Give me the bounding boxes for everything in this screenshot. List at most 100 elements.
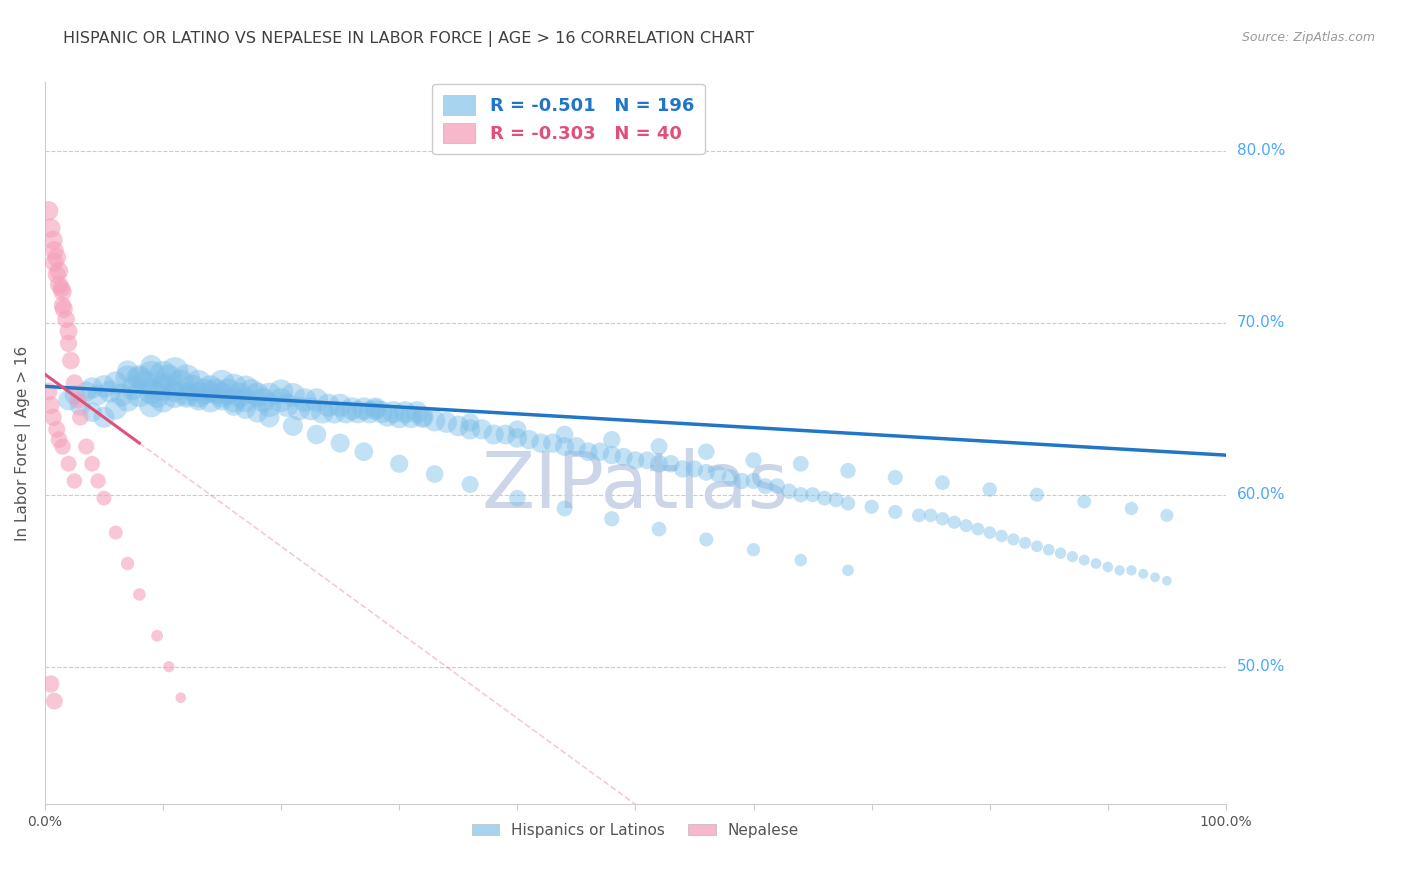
Point — [45, 422, 67, 436]
Point — [170, 690, 193, 705]
Point — [44, 694, 66, 708]
Point — [648, 457, 671, 471]
Point — [75, 384, 97, 399]
Point — [813, 491, 835, 505]
Point — [1073, 553, 1095, 567]
Point — [1144, 570, 1167, 584]
Point — [48, 264, 70, 278]
Point — [967, 522, 990, 536]
Point — [45, 251, 67, 265]
Point — [920, 508, 942, 523]
Point — [458, 477, 481, 491]
Point — [252, 393, 274, 408]
Point — [908, 508, 931, 523]
Point — [141, 398, 163, 412]
Point — [458, 416, 481, 430]
Point — [955, 518, 977, 533]
Point — [1121, 501, 1143, 516]
Point — [1026, 488, 1049, 502]
Point — [176, 388, 198, 402]
Point — [176, 388, 198, 402]
Point — [246, 388, 269, 402]
Point — [311, 405, 333, 419]
Point — [636, 453, 658, 467]
Point — [305, 393, 328, 408]
Point — [353, 444, 375, 458]
Point — [152, 393, 174, 408]
Point — [235, 401, 257, 416]
Point — [193, 384, 215, 399]
Point — [200, 381, 222, 395]
Point — [347, 405, 370, 419]
Point — [270, 393, 292, 408]
Point — [187, 393, 209, 408]
Point — [323, 405, 346, 419]
Point — [211, 388, 233, 402]
Point — [576, 444, 599, 458]
Point — [1038, 542, 1060, 557]
Point — [39, 221, 62, 235]
Point — [93, 410, 115, 425]
Point — [364, 401, 387, 416]
Point — [801, 488, 824, 502]
Point — [1108, 563, 1130, 577]
Point — [458, 422, 481, 436]
Point — [163, 364, 186, 378]
Point — [495, 427, 517, 442]
Point — [382, 405, 405, 419]
Point — [235, 381, 257, 395]
Point — [884, 505, 907, 519]
Point — [394, 405, 416, 419]
Point — [117, 557, 139, 571]
Point — [211, 376, 233, 390]
Point — [146, 629, 169, 643]
Point — [152, 368, 174, 382]
Point — [59, 353, 82, 368]
Point — [517, 433, 540, 447]
Y-axis label: In Labor Force | Age > 16: In Labor Force | Age > 16 — [15, 345, 31, 541]
Point — [1121, 563, 1143, 577]
Point — [506, 422, 529, 436]
Point — [731, 474, 754, 488]
Point — [600, 433, 623, 447]
Point — [122, 381, 145, 395]
Point — [217, 384, 239, 399]
Point — [825, 492, 848, 507]
Point — [359, 405, 381, 419]
Point — [37, 203, 59, 218]
Point — [58, 336, 80, 351]
Point — [104, 376, 127, 390]
Point — [305, 427, 328, 442]
Point — [299, 401, 322, 416]
Point — [259, 410, 281, 425]
Point — [181, 381, 204, 395]
Point — [718, 470, 741, 484]
Point — [695, 444, 717, 458]
Point — [48, 433, 70, 447]
Point — [281, 388, 304, 402]
Point — [288, 401, 311, 416]
Point — [447, 418, 470, 433]
Point — [82, 405, 104, 419]
Point — [104, 401, 127, 416]
Point — [58, 457, 80, 471]
Point — [211, 393, 233, 408]
Point — [412, 410, 434, 425]
Point — [55, 312, 77, 326]
Point — [200, 384, 222, 399]
Point — [318, 398, 340, 412]
Point — [128, 370, 150, 384]
Point — [659, 457, 682, 471]
Point — [52, 298, 75, 312]
Point — [104, 525, 127, 540]
Point — [837, 563, 859, 577]
Point — [259, 398, 281, 412]
Point — [259, 388, 281, 402]
Point — [58, 393, 80, 408]
Point — [187, 376, 209, 390]
Point — [58, 324, 80, 338]
Point — [163, 388, 186, 402]
Point — [541, 436, 564, 450]
Point — [187, 388, 209, 402]
Point — [69, 410, 91, 425]
